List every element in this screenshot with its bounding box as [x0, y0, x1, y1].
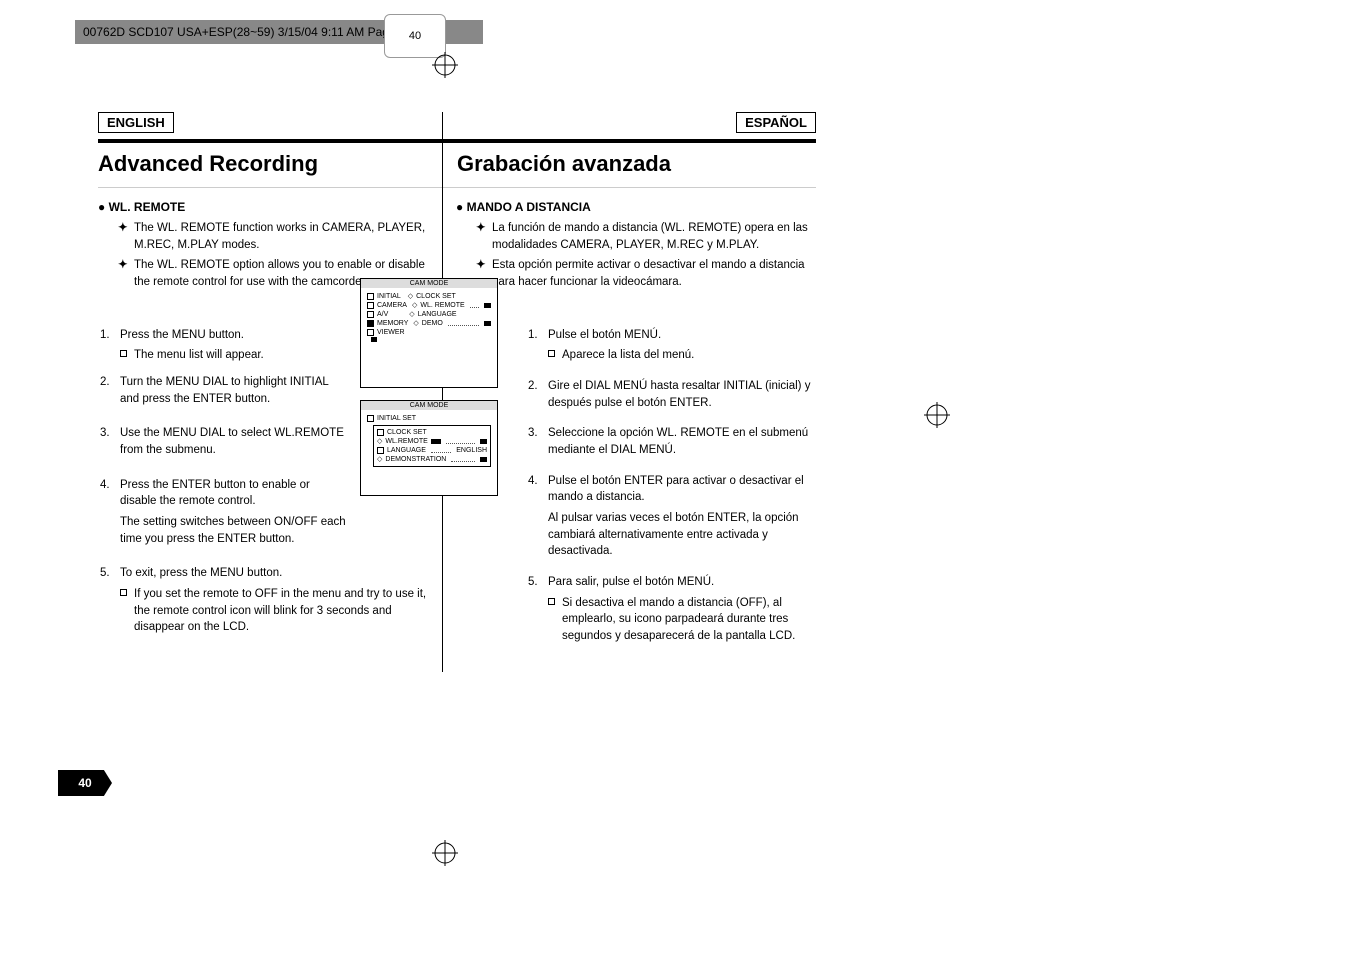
step-num: 2.: [100, 374, 110, 391]
step-num: 5.: [528, 574, 538, 591]
lcd1-title: CAM MODE: [361, 279, 497, 288]
lcd-icon: [367, 311, 374, 318]
intro-en-1: ✦ The WL. REMOTE function works in CAMERA…: [98, 220, 438, 253]
step-es-1-text: Pulse el botón MENÚ.: [548, 329, 661, 341]
intro-es-1: ✦ La función de mando a distancia (WL. RE…: [456, 220, 816, 253]
step-es-5: 5. Para salir, pulse el botón MENÚ.: [456, 574, 816, 591]
column-spanish: ● MANDO A DISTANCIA ✦ La función de mando…: [442, 188, 816, 645]
lcd1-r4b: DEMO: [422, 319, 443, 328]
lcd1-r5a: VIEWER: [377, 328, 405, 337]
step-es-1: 1. Pulse el botón MENÚ.: [456, 327, 816, 344]
step-en-3-text: Use the MENU DIAL to select WL.REMOTE fr…: [120, 427, 344, 456]
lcd2-r1: CLOCK SET: [387, 428, 427, 437]
lcd2-r4: DEMONSTRATION: [385, 455, 446, 464]
step-en-2-text: Turn the MENU DIAL to highlight INITIAL …: [120, 376, 328, 405]
lcd1-r1b: CLOCK SET: [416, 292, 456, 301]
step-num: 4.: [100, 477, 110, 494]
step-es-5-text: Para salir, pulse el botón MENÚ.: [548, 576, 714, 588]
subhead-en: ● WL. REMOTE: [98, 200, 438, 214]
step-es-5a-text: Si desactiva el mando a distancia (OFF),…: [562, 597, 795, 642]
intro-es-2-text: Esta opción permite activar o desactivar…: [492, 259, 805, 288]
step-en-5: 5. To exit, press the MENU button.: [98, 565, 438, 582]
step-en-4b: The setting switches between ON/OFF each…: [98, 514, 438, 547]
step-num: 3.: [528, 425, 538, 442]
step-en-4-text: Press the ENTER button to enable or disa…: [120, 479, 310, 508]
lcd1-r3a: A/V: [377, 310, 388, 319]
registration-mark-right: [924, 402, 950, 428]
step-es-3-text: Seleccione la opción WL. REMOTE en el su…: [548, 427, 808, 456]
intro-en-1-text: The WL. REMOTE function works in CAMERA,…: [134, 222, 425, 251]
title-left: Advanced Recording: [98, 143, 438, 187]
lcd2-title: CAM MODE: [361, 401, 497, 410]
lcd1-r3b: LANGUAGE: [418, 310, 457, 319]
lcd1-r2b: WL. REMOTE: [420, 301, 464, 310]
lcd-icon: [367, 320, 374, 327]
intro-es-2: ✦ Esta opción permite activar o desactiva…: [456, 257, 816, 290]
step-en-5a-text: If you set the remote to OFF in the menu…: [134, 588, 426, 633]
step-num: 4.: [528, 473, 538, 490]
lcd-indicator: [431, 439, 441, 444]
registration-mark-bottom: [432, 840, 458, 866]
lcd-icon: [367, 415, 374, 422]
lcd2-r2: WL.REMOTE: [385, 437, 427, 446]
step-es-4-text: Pulse el botón ENTER para activar o desa…: [548, 475, 804, 504]
step-num: 1.: [528, 327, 538, 344]
lcd-screenshot-1: CAM MODE INITIAL◇CLOCK SET CAMERA◇WL. RE…: [360, 278, 498, 388]
step-es-2: 2. Gire el DIAL MENÚ hasta resaltar INITI…: [456, 378, 816, 411]
lcd1-r2a: CAMERA: [377, 301, 407, 310]
step-es-1a-text: Aparece la lista del menú.: [562, 349, 694, 361]
square-icon: [120, 589, 127, 596]
intro-es-1-text: La función de mando a distancia (WL. REM…: [492, 222, 808, 251]
section-titles: Advanced Recording Grabación avanzada: [98, 139, 816, 187]
page-tab-num: 40: [409, 30, 421, 42]
lcd-icon: [367, 329, 374, 336]
title-right: Grabación avanzada: [447, 143, 816, 187]
lcd-cursor: [371, 337, 377, 342]
lcd-icon: [377, 429, 384, 436]
step-en-5a: If you set the remote to OFF in the menu…: [98, 586, 438, 636]
page-number: 40: [78, 776, 91, 790]
lcd-icon: [367, 302, 374, 309]
step-es-2-text: Gire el DIAL MENÚ hasta resaltar INITIAL…: [548, 380, 810, 409]
step-es-3: 3. Seleccione la opción WL. REMOTE en el …: [456, 425, 816, 458]
lcd2-r3b: ENGLISH: [456, 446, 487, 455]
square-icon: [548, 350, 555, 357]
lcd-icon: [367, 293, 374, 300]
plus-icon: ✦: [476, 257, 486, 274]
plus-icon: ✦: [476, 220, 486, 237]
language-row: ENGLISH ESPAÑOL: [98, 112, 816, 133]
lcd1-r1a: INITIAL: [377, 292, 401, 301]
lcd1-r4a: MEMORY: [377, 319, 408, 328]
step-num: 3.: [100, 425, 110, 442]
lcd-icon: [377, 447, 384, 454]
square-icon: [548, 598, 555, 605]
lcd-screenshot-2: CAM MODE INITIAL SET CLOCK SET ◇WL.REMOT…: [360, 400, 498, 496]
plus-icon: ✦: [118, 220, 128, 237]
step-num: 2.: [528, 378, 538, 395]
page-number-badge: 40: [58, 770, 112, 796]
step-es-5a: Si desactiva el mando a distancia (OFF),…: [456, 595, 816, 645]
step-es-4: 4. Pulse el botón ENTER para activar o de…: [456, 473, 816, 506]
step-en-1a-text: The menu list will appear.: [134, 349, 264, 361]
step-en-1-text: Press the MENU button.: [120, 329, 244, 341]
step-en-5-text: To exit, press the MENU button.: [120, 567, 282, 579]
lcd2-r3a: LANGUAGE: [387, 446, 426, 455]
step-es-4b: Al pulsar varias veces el botón ENTER, l…: [456, 510, 816, 560]
step-num: 1.: [100, 327, 110, 344]
lang-english: ENGLISH: [98, 112, 174, 133]
plus-icon: ✦: [118, 257, 128, 274]
subhead-es: ● MANDO A DISTANCIA: [456, 200, 816, 214]
lcd2-header: INITIAL SET: [377, 414, 416, 423]
file-path-text: 00762D SCD107 USA+ESP(28~59) 3/15/04 9:1…: [83, 25, 412, 39]
step-num: 5.: [100, 565, 110, 582]
registration-mark-top: [432, 52, 458, 78]
square-icon: [120, 350, 127, 357]
step-es-1a: Aparece la lista del menú.: [456, 347, 816, 364]
lang-espanol: ESPAÑOL: [736, 112, 816, 133]
